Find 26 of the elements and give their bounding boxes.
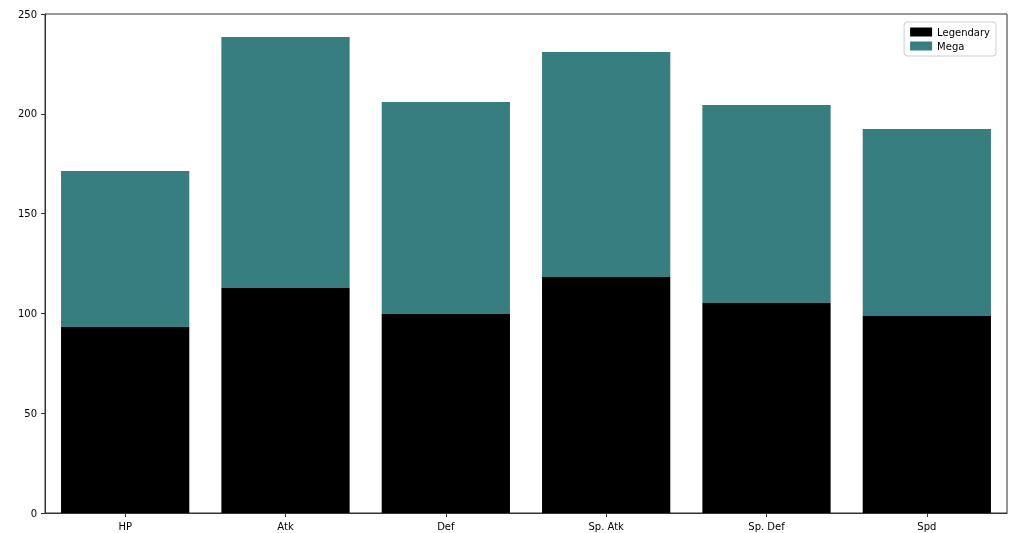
bar (862, 128, 991, 316)
x-tick-label: Sp. Def (748, 520, 786, 532)
x-tick-label: Sp. Atk (588, 520, 625, 532)
bar (221, 36, 350, 289)
y-tick-label: 150 (17, 208, 37, 220)
legend-label: Legendary (937, 26, 991, 38)
y-tick-label: 50 (24, 407, 37, 419)
x-tick-label: Atk (277, 520, 294, 532)
bar (702, 303, 831, 513)
bar (381, 102, 510, 314)
bar (542, 277, 671, 513)
bar (61, 326, 190, 513)
bar (542, 51, 671, 278)
bar (702, 105, 831, 304)
bar (221, 288, 350, 513)
y-tick-label: 200 (17, 108, 37, 120)
y-tick-label: 250 (17, 8, 37, 20)
legend-label: Mega (937, 40, 965, 52)
bar (61, 171, 190, 327)
x-tick-label: HP (118, 520, 132, 532)
x-tick-label: Spd (917, 520, 937, 532)
y-tick-label: 100 (17, 307, 37, 319)
bar (862, 315, 991, 513)
x-tick-label: Def (437, 520, 455, 532)
y-tick-label: 0 (30, 507, 37, 519)
bar (381, 314, 510, 513)
